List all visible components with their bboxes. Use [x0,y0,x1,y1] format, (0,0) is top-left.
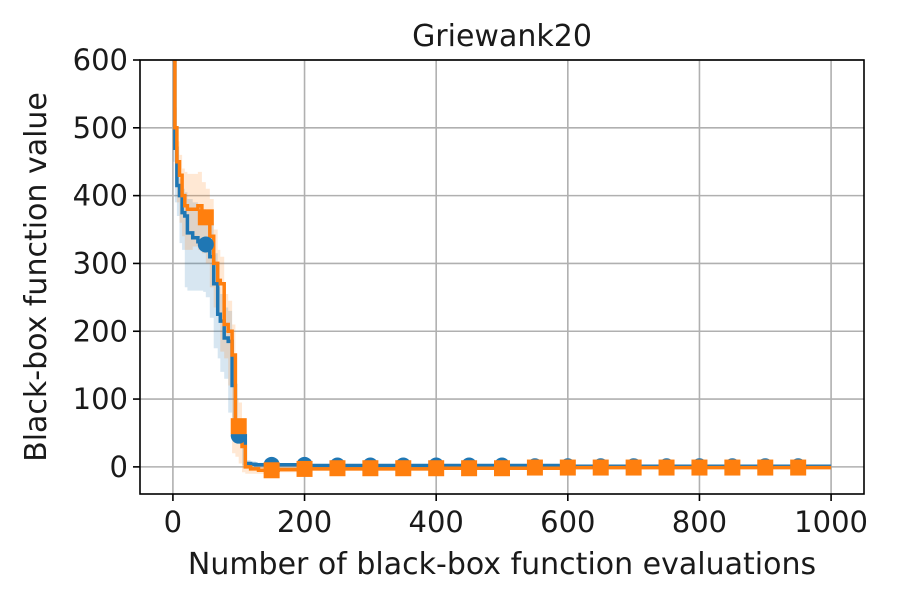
x-axis-label: Number of black-box function evaluations [188,547,816,582]
series-2-point [625,459,642,476]
series-2-band [172,60,832,474]
y-axis-label: Black-box function value [19,92,54,462]
series-2-point [296,460,313,477]
x-tick-label: 0 [164,505,182,539]
series-2-point [263,462,280,479]
y-tick-label: 200 [73,314,128,348]
series-2-point [526,459,543,476]
series-2-point [494,460,510,477]
plot-border [139,59,865,495]
series-2-line [172,60,832,473]
series-2-point [592,459,609,476]
y-tick-label: 500 [73,111,128,145]
x-tick-label: 1000 [794,505,868,539]
x-tick-label: 400 [409,505,464,539]
series-2-point [790,459,807,476]
series-2-point [658,459,675,476]
series-2-point [757,459,774,476]
x-tick-label: 800 [672,505,727,539]
y-tick-label: 600 [73,43,128,77]
series-2-point [395,460,412,477]
y-tick-label: 0 [110,450,128,484]
series-2-point [559,459,576,476]
chart-title: Griewank20 [412,19,592,54]
series-2-point [197,209,214,226]
x-tick-label: 600 [540,505,595,539]
y-tick-label: 100 [73,382,128,416]
series-2-point [329,460,346,477]
x-axis: 0 200 400 600 800 1000 [164,494,868,539]
y-tick-label: 300 [73,246,128,280]
y-axis: 0 100 200 300 400 500 600 [73,43,140,484]
series-2-point [724,459,741,476]
series-2-point [230,418,247,435]
series-1-point [197,236,214,253]
series-1-line [172,60,832,468]
plot-series [172,60,832,479]
y-tick-label: 400 [73,179,128,213]
x-tick-label: 200 [277,505,332,539]
series-2-point [461,460,478,477]
grid [140,59,864,494]
plot-area [172,60,832,479]
series-2-point [428,460,445,477]
series-2-point [691,459,708,476]
series-2-point [362,460,379,477]
axes-frame [139,59,865,495]
